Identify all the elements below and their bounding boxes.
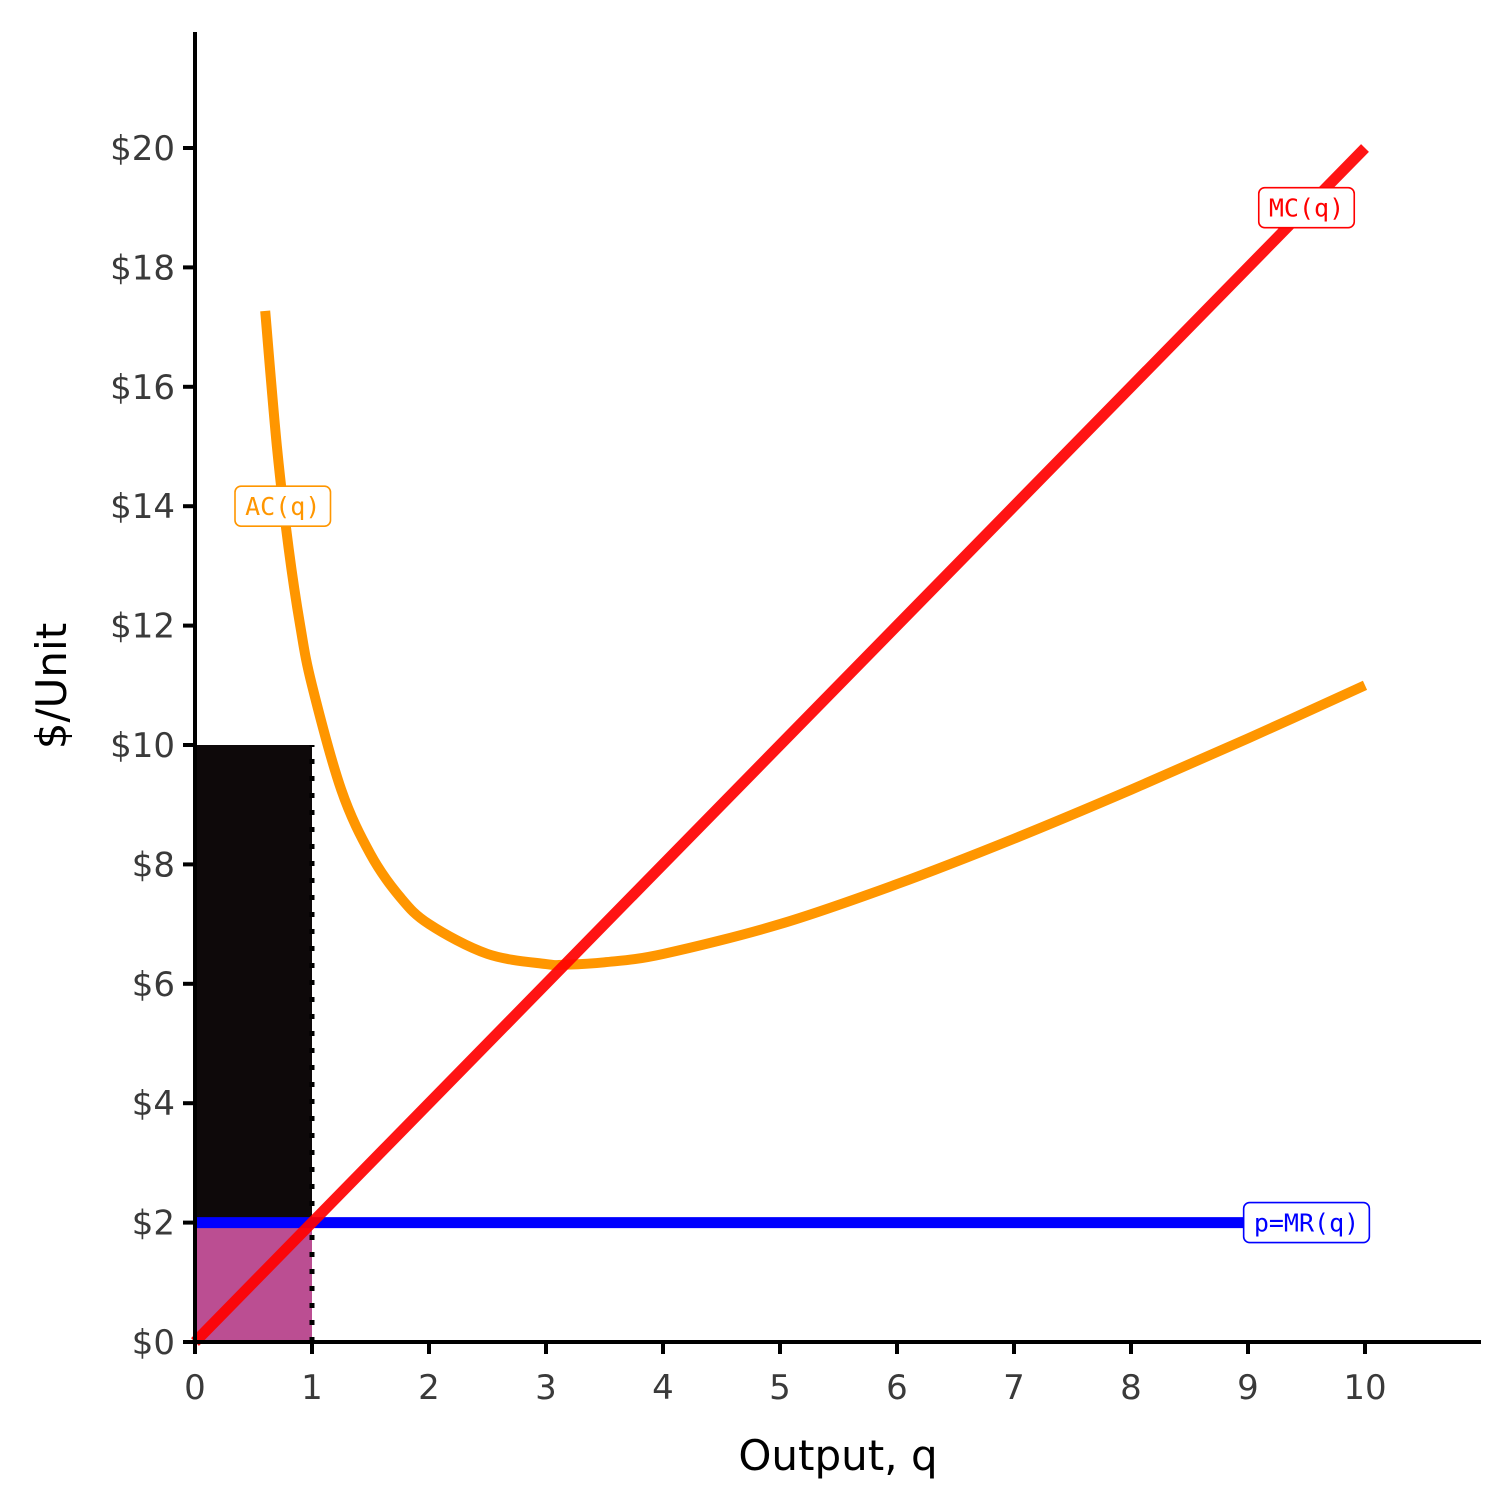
y-tick-label-2: $4 [132, 1084, 175, 1124]
x-tick-label-1: 1 [301, 1368, 323, 1408]
series-line-1 [260, 310, 1368, 971]
y-tick-label-7: $14 [110, 487, 175, 527]
x-tick-label-0: 0 [184, 1368, 206, 1408]
series-label-0: MC(q) [1269, 194, 1344, 223]
shaded-regions [195, 745, 312, 1342]
curve-labels: MC(q) AC(q) p=MR(q) [234, 186, 1371, 1244]
y-tick-label-1: $2 [132, 1204, 175, 1244]
x-tick-label-5: 5 [769, 1368, 791, 1408]
series-label-box-2 [1242, 1201, 1371, 1244]
y-tick-label-10: $20 [110, 129, 175, 169]
y-tick-label-0: $0 [132, 1323, 175, 1363]
x-tick-label-2: 2 [418, 1368, 440, 1408]
x-tick-label-4: 4 [652, 1368, 674, 1408]
series-label-1: AC(q) [245, 492, 320, 521]
y-tick-label-3: $6 [132, 965, 175, 1005]
x-tick-label-8: 8 [1120, 1368, 1142, 1408]
series-line-2 [191, 144, 1369, 1346]
x-axis-title: Output, q [738, 1431, 937, 1480]
curves [191, 144, 1369, 1346]
y-tick-label-4: $8 [132, 845, 175, 885]
x-tick-label-9: 9 [1237, 1368, 1259, 1408]
shaded-region-0 [195, 745, 312, 1223]
y-axis-title: $/Unit [27, 623, 76, 749]
x-tick-label-6: 6 [886, 1368, 908, 1408]
axes: 0 1 2 3 4 5 6 7 8 9 10 $0 $2 $4 $6 $8 $10 $12 $14 $16 $18 $20 [110, 32, 1481, 1408]
y-tick-label-5: $10 [110, 726, 175, 766]
x-tick-label-3: 3 [535, 1368, 557, 1408]
series-label-box-1 [234, 485, 332, 528]
x-tick-label-10: 10 [1343, 1368, 1386, 1408]
series-label-box-0 [1257, 186, 1356, 229]
x-tick-label-7: 7 [1003, 1368, 1025, 1408]
y-tick-label-6: $12 [110, 607, 175, 647]
y-tick-label-8: $16 [110, 368, 175, 408]
series-label-2: p=MR(q) [1254, 1209, 1359, 1238]
y-tick-label-9: $18 [110, 248, 175, 288]
